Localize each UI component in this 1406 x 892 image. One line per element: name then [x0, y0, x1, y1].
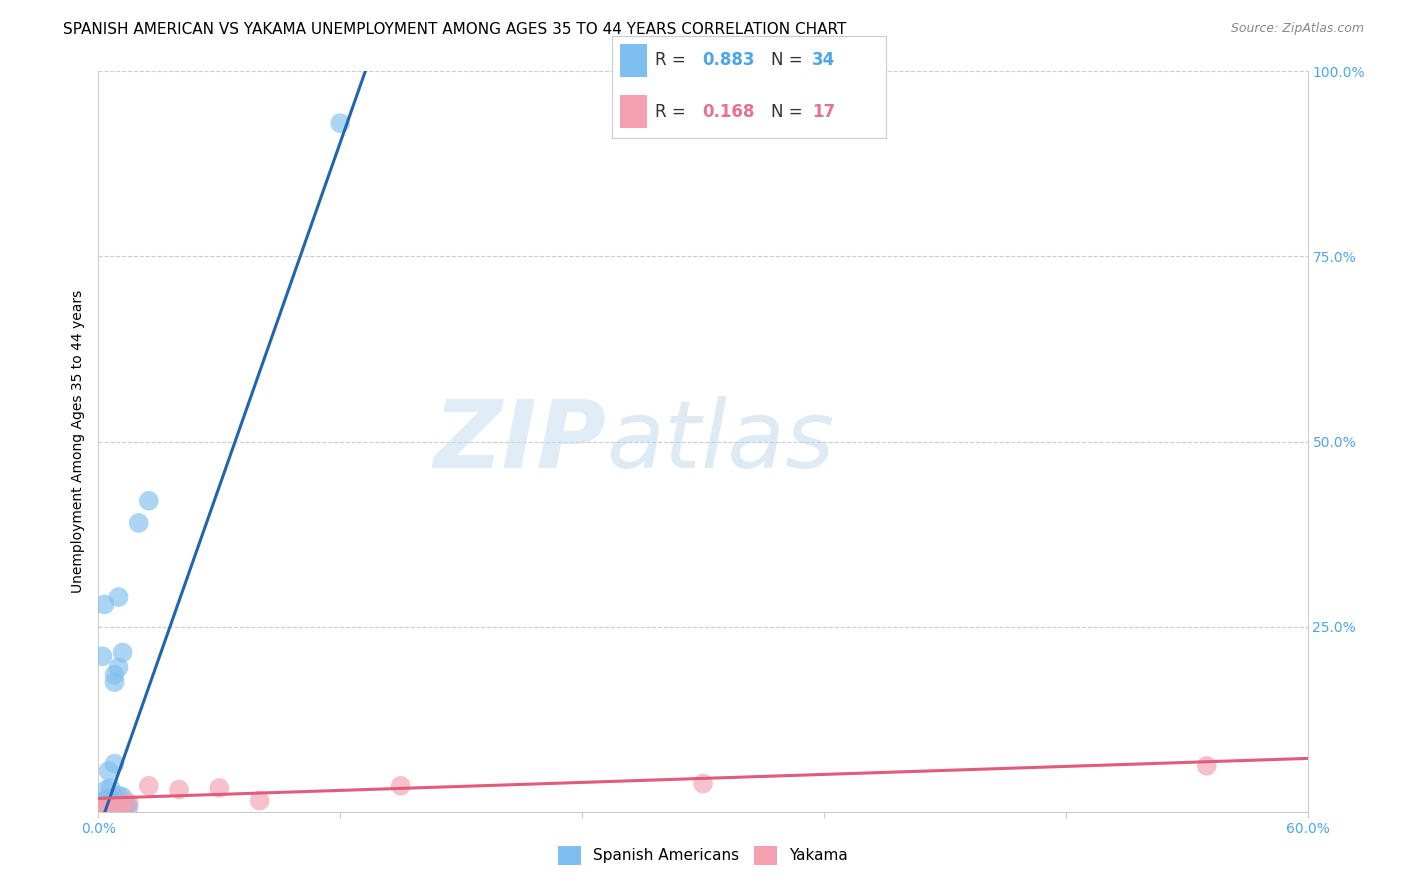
Point [329, 116, 352, 130]
Point [103, 756, 125, 771]
Point [103, 789, 125, 804]
Point [97, 801, 120, 815]
Text: 17: 17 [811, 103, 835, 120]
Point [114, 801, 136, 815]
Text: N =: N = [770, 103, 807, 120]
Point [107, 798, 129, 813]
Point [101, 799, 124, 814]
Point [107, 798, 129, 813]
Bar [620, 44, 647, 77]
Point [100, 799, 122, 814]
Text: R =: R = [655, 103, 692, 120]
Text: 34: 34 [811, 52, 835, 70]
Point [96, 782, 118, 797]
Point [103, 800, 125, 814]
Point [96, 800, 118, 814]
Point [103, 800, 125, 814]
Point [103, 667, 125, 681]
Point [105, 799, 128, 814]
Point [93, 800, 115, 814]
Point [115, 798, 138, 813]
Point [111, 800, 134, 814]
Point [103, 675, 125, 690]
Text: R =: R = [655, 52, 692, 70]
Point [111, 789, 134, 804]
Point [111, 646, 134, 660]
Text: Source: ZipAtlas.com: Source: ZipAtlas.com [1230, 22, 1364, 36]
Y-axis label: Unemployment Among Ages 35 to 44 years: Unemployment Among Ages 35 to 44 years [70, 290, 84, 593]
Point [208, 780, 231, 795]
Point [91, 649, 114, 664]
Point [93, 802, 115, 816]
Bar [620, 95, 647, 128]
Point [97, 764, 120, 778]
Point [110, 799, 132, 814]
Point [87, 802, 110, 816]
Point [128, 516, 150, 530]
Text: SPANISH AMERICAN VS YAKAMA UNEMPLOYMENT AMONG AGES 35 TO 44 YEARS CORRELATION CH: SPANISH AMERICAN VS YAKAMA UNEMPLOYMENT … [63, 22, 846, 37]
Point [111, 797, 134, 812]
Text: N =: N = [770, 52, 807, 70]
Point [107, 789, 129, 803]
Text: ZIP: ZIP [433, 395, 606, 488]
Point [91, 803, 114, 817]
Point [1195, 759, 1218, 773]
Point [91, 803, 114, 817]
Point [91, 801, 114, 815]
Point [100, 780, 122, 795]
Point [118, 799, 141, 814]
Point [692, 776, 714, 790]
Point [97, 791, 120, 805]
Point [138, 493, 160, 508]
Point [93, 598, 115, 612]
Legend: Spanish Americans, Yakama: Spanish Americans, Yakama [551, 840, 855, 871]
Point [107, 660, 129, 674]
Point [118, 796, 141, 810]
Point [100, 800, 122, 814]
Point [97, 801, 120, 815]
Point [167, 782, 190, 797]
Point [249, 794, 271, 808]
Point [389, 779, 412, 793]
Point [138, 779, 160, 793]
Text: atlas: atlas [606, 396, 835, 487]
Point [87, 801, 110, 815]
Text: 0.883: 0.883 [702, 52, 755, 70]
Text: 0.168: 0.168 [702, 103, 755, 120]
Point [93, 794, 115, 808]
Point [107, 590, 129, 604]
